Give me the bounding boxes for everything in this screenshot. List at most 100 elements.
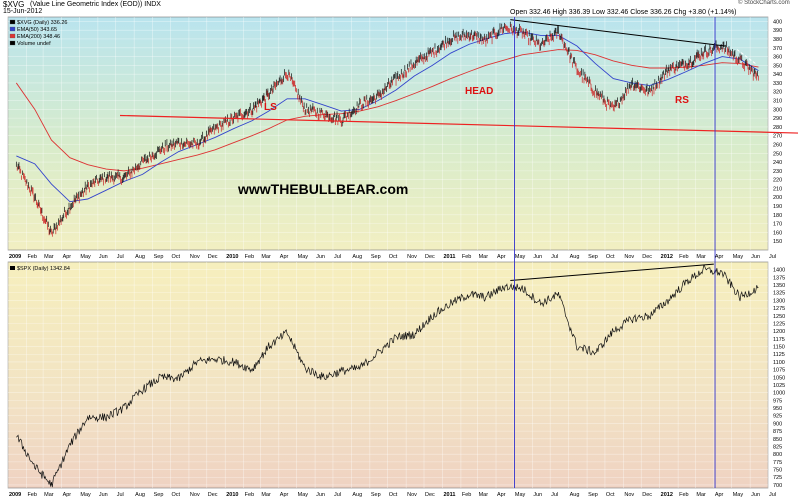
label-ls: LS [264,102,277,113]
x-tick-label-bottom: 2011 [443,492,455,498]
x-tick-label-bottom: Jul [334,492,341,498]
x-tick-label-bottom: Mar [261,492,271,498]
spx-trendline [510,263,714,281]
x-tick-label-top: Feb [679,254,688,260]
y-tick-label-bottom: 925 [773,414,782,420]
x-tick-label-top: Mar [479,254,489,260]
y-tick-label-bottom: 1225 [773,321,785,327]
x-tick-label-top: Jun [751,254,760,260]
legend-swatch [9,19,16,25]
y-tick-label-bottom: 1075 [773,368,785,374]
x-tick-label-bottom: Sep [588,492,598,498]
x-tick-label-top: Jul [117,254,124,260]
y-tick-label-bottom: 1300 [773,298,785,304]
x-tick-label-top: Apr [497,254,506,260]
y-tick-label-bottom: 1275 [773,306,785,312]
legend-entry: EMA(50) 343.65 [17,27,57,33]
y-tick-label-bottom: 800 [773,452,782,458]
x-tick-label-bottom: Mar [44,492,54,498]
x-tick-label-bottom: Apr [280,492,289,498]
y-tick-label-bottom: 1000 [773,391,785,397]
y-tick-label-top: 230 [773,169,782,175]
x-tick-label-top: Apr [63,254,72,260]
site-watermark: wwwTHEBULLBEAR.com [237,181,408,197]
y-tick-label-bottom: 850 [773,437,782,443]
y-tick-label-top: 240 [773,160,782,166]
x-tick-label-top: Jul [334,254,341,260]
y-tick-label-top: 200 [773,195,782,201]
y-tick-label-top: 390 [773,28,782,34]
resistance-trendline [510,19,726,47]
y-tick-label-top: 160 [773,230,782,236]
spx-line [16,265,759,488]
x-tick-label-top: Nov [624,254,634,260]
x-tick-label-bottom: Jul [117,492,124,498]
y-tick-label-top: 350 [773,63,782,69]
x-tick-label-bottom: Feb [245,492,254,498]
x-tick-label-bottom: Feb [27,492,36,498]
x-tick-label-top: Mar [261,254,271,260]
ema50-line [16,31,759,203]
x-tick-label-top: Jul [769,254,776,260]
x-tick-label-top: 2011 [443,254,455,260]
header-description: (Value Line Geometric Index (EOD)) INDX [30,1,161,8]
x-tick-label-bottom: Oct [171,492,180,498]
x-tick-label-bottom: Feb [462,492,471,498]
x-tick-label-bottom: Jul [769,492,776,498]
x-tick-label-bottom: Jun [533,492,542,498]
x-tick-label-bottom: Nov [190,492,200,498]
y-tick-label-bottom: 1150 [773,345,785,351]
x-tick-label-top: Aug [352,254,362,260]
x-tick-label-top: Feb [245,254,254,260]
x-tick-label-bottom: 2009 [9,492,21,498]
y-tick-label-top: 270 [773,134,782,140]
legend-swatch [9,26,16,32]
x-tick-label-top: Dec [425,254,435,260]
y-tick-label-top: 220 [773,178,782,184]
x-tick-label-top: Jun [316,254,325,260]
x-tick-label-top: Nov [190,254,200,260]
y-tick-label-bottom: 900 [773,421,782,427]
y-tick-label-bottom: 875 [773,429,782,435]
y-tick-label-top: 290 [773,116,782,122]
header-date: 15-Jun-2012 [3,8,43,15]
label-rs: RS [675,95,689,106]
x-tick-label-top: Sep [154,254,164,260]
y-tick-label-bottom: 1125 [773,352,785,358]
y-tick-label-top: 380 [773,37,782,43]
x-tick-label-bottom: 2012 [661,492,673,498]
y-tick-label-bottom: 1025 [773,383,785,389]
x-tick-label-top: Sep [588,254,598,260]
x-tick-label-bottom: Aug [352,492,362,498]
x-tick-label-bottom: Feb [679,492,688,498]
y-tick-label-top: 400 [773,19,782,25]
y-tick-label-bottom: 975 [773,398,782,404]
legend-swatch [9,33,16,39]
y-tick-label-bottom: 1175 [773,337,785,343]
y-tick-label-top: 180 [773,213,782,219]
y-tick-label-top: 320 [773,90,782,96]
y-tick-label-top: 250 [773,151,782,157]
x-tick-label-top: Oct [606,254,615,260]
x-tick-label-bottom: Jun [99,492,108,498]
x-tick-label-bottom: Aug [135,492,145,498]
y-tick-label-bottom: 1375 [773,275,785,281]
y-tick-label-top: 170 [773,222,782,228]
ema200-line [15,49,759,172]
x-tick-label-top: Apr [715,254,724,260]
x-tick-label-bottom: Jul [551,492,558,498]
x-tick-label-top: Dec [208,254,218,260]
x-tick-label-top: 2009 [9,254,21,260]
y-tick-label-bottom: 1050 [773,375,785,381]
x-tick-label-top: Aug [570,254,580,260]
x-tick-label-bottom: Aug [570,492,580,498]
x-tick-label-bottom: Apr [715,492,724,498]
x-tick-label-top: Aug [135,254,145,260]
y-tick-label-bottom: 825 [773,444,782,450]
projection-dashed [736,49,756,64]
x-tick-label-bottom: Dec [425,492,435,498]
label-head: HEAD [465,86,493,97]
y-tick-label-bottom: 725 [773,475,782,481]
x-tick-label-top: Oct [171,254,180,260]
